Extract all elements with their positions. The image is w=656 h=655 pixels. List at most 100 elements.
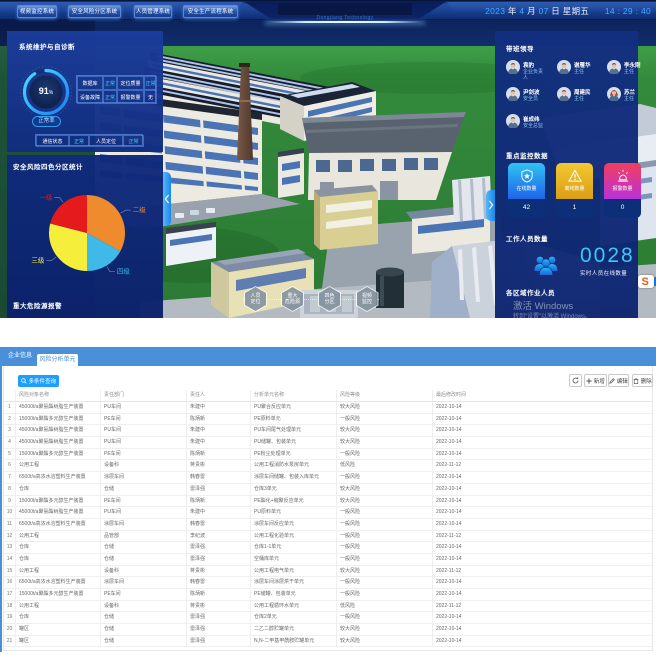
right-panel-collapse-handle[interactable] [486,190,495,221]
table-row[interactable]: 15 公用工程 设备科 蒋贵彬 公用工程电气单元 较大风险 2022-11-12 [4,565,652,578]
hex-button-3[interactable]: 四色 分区 [318,286,341,312]
hex-label: 视频 [361,293,372,299]
nav-tab-video-monitor[interactable]: 视频监控系统 [17,4,57,18]
snagit-icon[interactable]: S [638,275,654,288]
leader-card[interactable]: 苏兰 主任 [607,87,656,113]
table-row[interactable]: 8 仓库 仓储 雷泽强 仓库3单元 较大风险 2022-10-14 [4,483,652,496]
hex-button-2[interactable]: 重大 危险源 [281,286,304,312]
col-unit-name[interactable]: 分析单元名称 [251,390,337,401]
table-header-row: 风险对象名称 责任部门 责任人 分析单元名称 风险等级 最后修改时间 [4,390,652,402]
leader-card[interactable]: 谢雁华 主任 [557,60,607,86]
nav-tab-personnel[interactable]: 人员管理系统 [134,4,172,18]
col-modified-time[interactable]: 最后修改时间 [436,392,467,398]
cell: 仓储 [101,612,187,624]
multi-condition-query-button[interactable]: 多条件查询 [18,375,59,387]
table-row[interactable]: 5 15000t/a聚酯多元醇生产装置 PE车间 陈炳新 PE粉尘处理单元 一般风险 202… [4,448,652,461]
table-row[interactable]: 3 45000t/a聚氨酯树脂生产装置 PU车间 朱建中 PU车间尾气处理单元 较大风险 2… [4,425,652,438]
leader-role: 企业负责人 [523,69,544,81]
gauge-value: 91% [38,86,54,96]
cell: 较大风险 [337,495,433,507]
monitor-card-value: 1 [572,204,577,211]
leader-card[interactable]: 袁豹 企业负责人 [506,60,556,86]
pie-slice-2[interactable] [87,233,121,271]
staff-title: 工作人员数量 [506,236,548,243]
col-risk-object[interactable]: 风险对象名称 [16,390,101,401]
edit-button[interactable]: 编辑 [608,374,629,387]
cell: 韩春雷 [187,472,251,483]
monitor-card[interactable]: 报警数量 0 [604,163,641,218]
table-row[interactable]: 13 仓库 仓储 雷泽强 仓库1-1单元 一般风险 2022-10-14 [4,542,652,554]
table-row[interactable]: 9 15000t/a聚酯多元醇生产装置 PE车间 陈炳新 PE酯化+缩聚反应单元 较大风险… [4,495,652,508]
nav-tab-risk-zone[interactable]: 安全风险分区系统 [68,4,121,18]
table-row[interactable]: 1 45000t/a聚氨酯树脂生产装置 PU车间 朱建中 PU聚合反应单元 较大风险 202… [4,402,652,414]
delete-button[interactable]: 删除 [632,374,653,387]
col-index [4,390,16,401]
cell: 2022-10-14 [436,439,462,446]
tab-enterprise-info[interactable]: 企业信息 [8,353,33,359]
cell: 公用工程化验单元 [251,530,337,542]
date-weekday: 星期五 [562,6,590,16]
cell: PE车间 [101,495,187,507]
table-row[interactable]: 17 15000t/a聚酯多元醇生产装置 PE车间 陈炳新 PE储罐、包装单元 一般风险 2… [4,589,652,601]
monitor-card[interactable]: 在线数量 42 [508,163,545,218]
table-row[interactable]: 6 公用工程 设备科 蒋贵彬 公用工程消防水泵房单元 低风险 2022-11-12 [4,460,652,473]
monitor-card[interactable]: 离线数量 1 [556,163,593,218]
hazard-alarm-title: 重大危险源报警 [13,303,62,310]
cell: 陈炳新 [187,589,251,600]
row-index: 17 [4,589,16,600]
cell: PU原料单元 [251,507,337,518]
cell: 2022-11-12 [436,602,462,609]
pie-slice-3[interactable] [48,223,87,271]
monitor-card-value: 42 [522,204,531,211]
add-button[interactable]: 新增 [584,374,607,387]
cell: 2022-10-14 [436,497,462,504]
col-person[interactable]: 责任人 [187,390,251,401]
row-index: 1 [4,402,16,413]
leader-card[interactable]: 周建民 主任 [557,87,607,113]
hex-button-1[interactable]: 人员 定位 [244,286,267,312]
col-risk-level[interactable]: 风险等级 [337,390,433,401]
table-row[interactable]: 7 6500t/a高浓水溶塑料生产装置 涂层车间 韩春雷 涂层车间储罐、包装入库单元 一般… [4,472,652,484]
table-content-area: 多条件查询 新增 编辑 删除 风险对象名称 责任部门 [3,366,653,651]
table-row[interactable]: 4 45000t/a聚氨酯树脂生产装置 PU车间 朱建中 PU储罐、包装单元 较大风险 20… [4,437,652,449]
table-row[interactable]: 16 6500t/a高浓水溶塑料生产装置 涂层车间 韩春雷 涂层车间涂层烘干单元 一般风险… [4,577,652,589]
cell: PU车间 [101,402,187,413]
pie-label-line [54,197,64,203]
row-index: 15 [4,565,16,577]
table-row[interactable]: 11 6500t/a高浓水溶塑料生产装置 涂层车间 韩春雷 涂层车间反应单元 一般风险 20… [4,518,652,531]
cell: 仓储 [101,483,187,495]
table-row[interactable]: 14 仓库 仓储 雷泽强 空桶库单元 一般风险 2022-10-14 [4,553,652,566]
left-panel-collapse-handle[interactable] [163,172,171,226]
cell: 一般风险 [337,448,433,460]
refresh-button[interactable] [569,374,582,387]
table-row[interactable]: 2 15000t/a聚酯多元醇生产装置 PE车间 陈炳新 PE原料单元 一般风险 2022-… [4,413,652,426]
brand-text: Dongjiang Technology [316,15,374,21]
cell: 一般风险 [337,577,433,588]
pie-slice-4[interactable] [50,195,87,233]
cell: 仓库 [16,553,101,565]
table-row[interactable]: 18 公用工程 设备科 蒋贵彬 公用工程循环水单元 低风险 2022-11-12 [4,600,652,613]
table-row[interactable]: 19 仓库 仓储 雷泽强 仓库2单元 一般风险 2022-10-14 [4,612,652,625]
chimney [237,63,253,160]
table-row[interactable]: 20 罐区 仓储 雷泽强 二乙二醇贮罐单元 较大风险 2022-10-14 [4,624,652,636]
table-body: 1 45000t/a聚氨酯树脂生产装置 PU车间 朱建中 PU聚合反应单元 较大风险 202… [4,402,652,648]
cell: 涂层车间储罐、包装入库单元 [251,472,337,483]
staff-count-label: 实时人员在线数量 [580,271,628,277]
diagnosis-title: 系统维护与自诊断 [19,44,75,51]
navbar-logo-trapezoid [243,1,447,22]
cell: 低风险 [337,600,433,612]
col-department[interactable]: 责任部门 [101,390,187,401]
hex-button-4[interactable]: 视频 监控 [355,286,379,312]
leader-card[interactable]: 崔成纬 安全总监 [506,114,556,140]
pie-label-line [46,256,57,261]
table-row[interactable]: 12 公用工程 品管部 李纪波 公用工程化验单元 一般风险 2022-11-12 [4,530,652,543]
tab-risk-analysis-unit[interactable]: 风险分析单元 [37,353,78,366]
leader-card[interactable]: 李永刚 主任 [607,60,656,86]
pie-slice-1[interactable] [87,195,126,252]
leader-card[interactable]: 尹剑波 安全员 [506,87,556,113]
table-row[interactable]: 21 罐区 仓储 雷泽强 N,N-二甲基甲酰胺贮罐单元 较大风险 2022-10-14 [4,635,652,648]
cell: 较大风险 [337,565,433,577]
table-row[interactable]: 10 45000t/a聚氨酯树脂生产装置 PU车间 朱建中 PU原料单元 一般风险 2022… [4,507,652,519]
stat-value: 正常 [103,76,117,90]
nav-tab-production-process[interactable]: 安全生产流程系统 [183,4,238,18]
